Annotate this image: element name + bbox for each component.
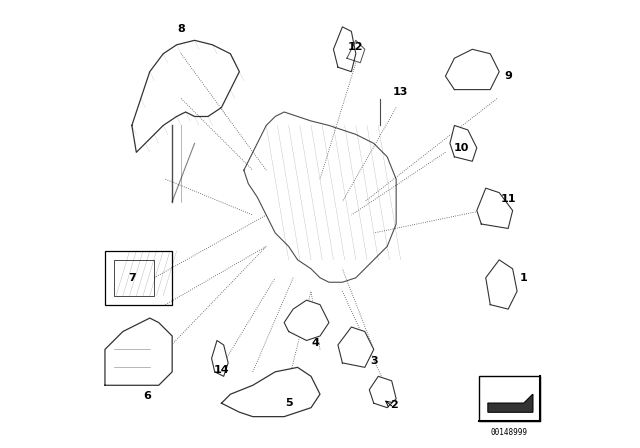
- Text: 6: 6: [143, 392, 152, 401]
- Polygon shape: [221, 367, 320, 417]
- Text: 4: 4: [312, 338, 319, 348]
- Text: 3: 3: [370, 356, 378, 366]
- Polygon shape: [445, 49, 499, 90]
- Text: 9: 9: [504, 71, 512, 81]
- Text: 8: 8: [177, 24, 185, 34]
- Polygon shape: [212, 340, 228, 376]
- Polygon shape: [369, 376, 396, 408]
- Polygon shape: [333, 27, 356, 72]
- Polygon shape: [488, 394, 533, 412]
- Text: 1: 1: [520, 273, 528, 283]
- Polygon shape: [486, 260, 517, 309]
- Text: 2: 2: [390, 401, 398, 410]
- FancyBboxPatch shape: [114, 260, 154, 296]
- Text: 7: 7: [128, 273, 136, 283]
- Polygon shape: [284, 300, 329, 340]
- FancyBboxPatch shape: [105, 251, 172, 305]
- Text: 13: 13: [393, 87, 408, 97]
- Text: 5: 5: [285, 398, 292, 408]
- Polygon shape: [450, 125, 477, 161]
- Text: 14: 14: [214, 365, 229, 375]
- FancyBboxPatch shape: [479, 376, 540, 421]
- Text: 11: 11: [500, 194, 516, 204]
- Polygon shape: [105, 318, 172, 385]
- Text: 10: 10: [453, 143, 469, 153]
- Polygon shape: [338, 327, 374, 367]
- Polygon shape: [477, 188, 513, 228]
- Text: 12: 12: [348, 42, 364, 52]
- Text: 00148999: 00148999: [491, 428, 528, 437]
